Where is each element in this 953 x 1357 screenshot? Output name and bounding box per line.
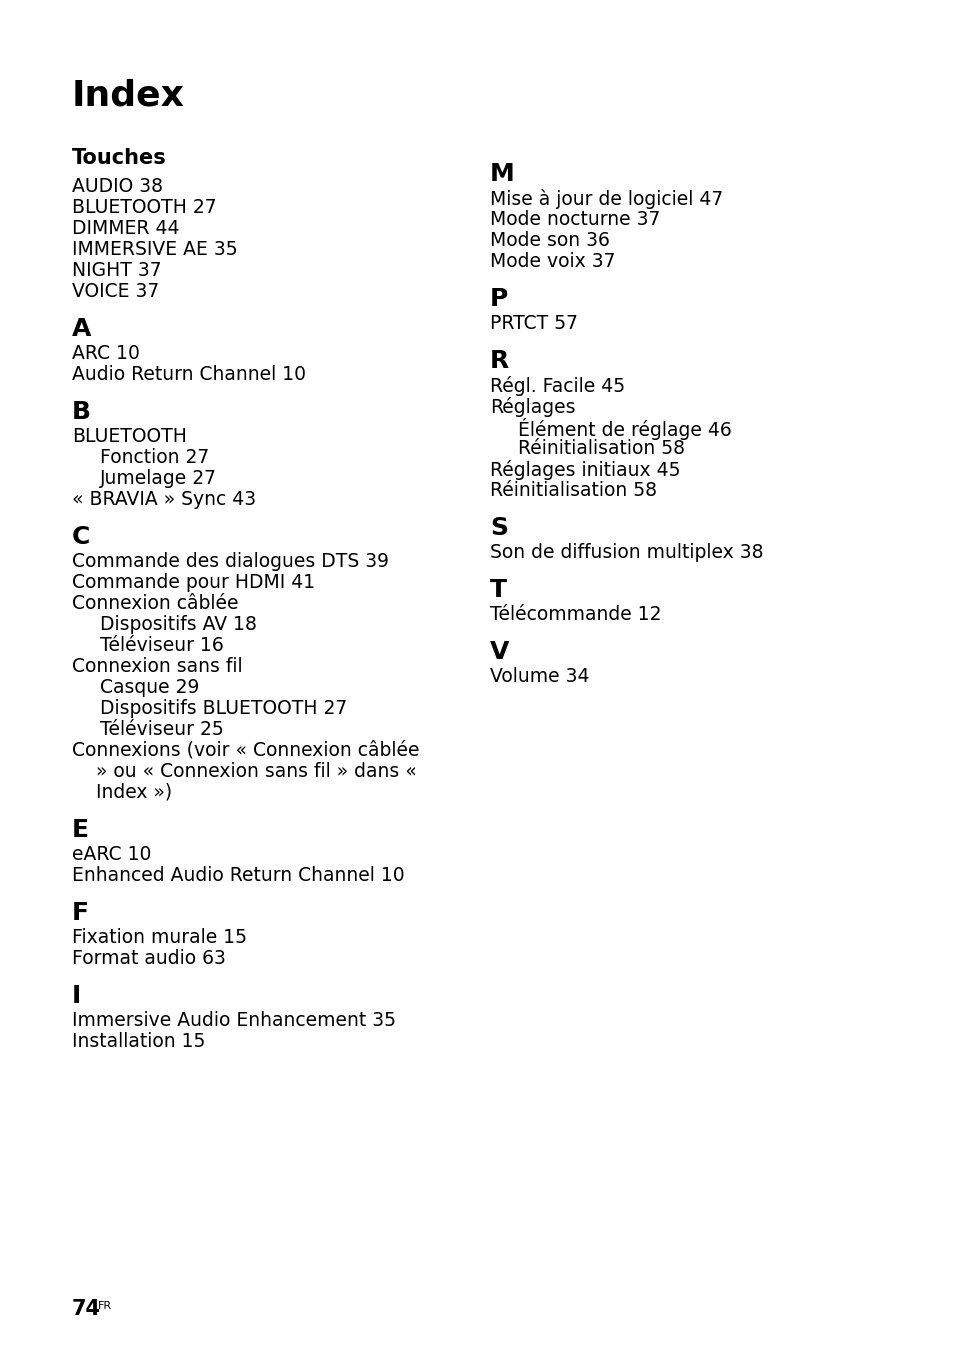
Text: F: F <box>71 901 89 925</box>
Text: Fonction 27: Fonction 27 <box>100 448 209 467</box>
Text: Dispositifs AV 18: Dispositifs AV 18 <box>100 615 256 634</box>
Text: Réinitialisation 58: Réinitialisation 58 <box>490 480 657 499</box>
Text: Mise à jour de logiciel 47: Mise à jour de logiciel 47 <box>490 189 722 209</box>
Text: Téléviseur 16: Téléviseur 16 <box>100 636 224 655</box>
Text: Jumelage 27: Jumelage 27 <box>100 470 216 489</box>
Text: FR: FR <box>98 1301 112 1311</box>
Text: BLUETOOTH: BLUETOOTH <box>71 427 187 446</box>
Text: Commande pour HDMI 41: Commande pour HDMI 41 <box>71 573 314 592</box>
Text: R: R <box>490 349 509 373</box>
Text: Fixation murale 15: Fixation murale 15 <box>71 928 247 947</box>
Text: S: S <box>490 516 507 540</box>
Text: NIGHT 37: NIGHT 37 <box>71 261 161 280</box>
Text: 74: 74 <box>71 1299 101 1319</box>
Text: Dispositifs BLUETOOTH 27: Dispositifs BLUETOOTH 27 <box>100 699 347 718</box>
Text: Téléviseur 25: Téléviseur 25 <box>100 721 224 740</box>
Text: Enhanced Audio Return Channel 10: Enhanced Audio Return Channel 10 <box>71 866 404 885</box>
Text: Index »): Index ») <box>71 783 172 802</box>
Text: Réglages: Réglages <box>490 398 575 417</box>
Text: Réinitialisation 58: Réinitialisation 58 <box>517 440 684 459</box>
Text: Audio Return Channel 10: Audio Return Channel 10 <box>71 365 306 384</box>
Text: BLUETOOTH 27: BLUETOOTH 27 <box>71 198 216 217</box>
Text: Son de diffusion multiplex 38: Son de diffusion multiplex 38 <box>490 543 762 562</box>
Text: ARC 10: ARC 10 <box>71 345 140 364</box>
Text: E: E <box>71 818 89 841</box>
Text: Installation 15: Installation 15 <box>71 1033 205 1052</box>
Text: Mode voix 37: Mode voix 37 <box>490 252 615 271</box>
Text: AUDIO 38: AUDIO 38 <box>71 176 163 195</box>
Text: Format audio 63: Format audio 63 <box>71 949 226 968</box>
Text: A: A <box>71 318 91 341</box>
Text: Volume 34: Volume 34 <box>490 668 589 687</box>
Text: » ou « Connexion sans fil » dans «: » ou « Connexion sans fil » dans « <box>71 763 416 782</box>
Text: eARC 10: eARC 10 <box>71 845 152 864</box>
Text: Index: Index <box>71 77 185 113</box>
Text: Mode son 36: Mode son 36 <box>490 231 609 250</box>
Text: DIMMER 44: DIMMER 44 <box>71 218 179 237</box>
Text: Connexion câblée: Connexion câblée <box>71 594 238 613</box>
Text: Commande des dialogues DTS 39: Commande des dialogues DTS 39 <box>71 552 389 571</box>
Text: V: V <box>490 641 509 664</box>
Text: I: I <box>71 984 81 1008</box>
Text: Mode nocturne 37: Mode nocturne 37 <box>490 210 659 229</box>
Text: PRTCT 57: PRTCT 57 <box>490 313 578 332</box>
Text: C: C <box>71 525 91 550</box>
Text: T: T <box>490 578 506 603</box>
Text: Élément de réglage 46: Élément de réglage 46 <box>517 418 731 440</box>
Text: Réglages initiaux 45: Réglages initiaux 45 <box>490 460 679 480</box>
Text: « BRAVIA » Sync 43: « BRAVIA » Sync 43 <box>71 490 255 509</box>
Text: VOICE 37: VOICE 37 <box>71 282 159 301</box>
Text: Casque 29: Casque 29 <box>100 678 199 697</box>
Text: Régl. Facile 45: Régl. Facile 45 <box>490 376 624 396</box>
Text: IMMERSIVE AE 35: IMMERSIVE AE 35 <box>71 240 237 259</box>
Text: Immersive Audio Enhancement 35: Immersive Audio Enhancement 35 <box>71 1011 395 1030</box>
Text: Connexions (voir « Connexion câblée: Connexions (voir « Connexion câblée <box>71 741 419 760</box>
Text: Télécommande 12: Télécommande 12 <box>490 605 660 624</box>
Text: Connexion sans fil: Connexion sans fil <box>71 657 242 676</box>
Text: P: P <box>490 286 508 311</box>
Text: B: B <box>71 400 91 423</box>
Text: M: M <box>490 161 515 186</box>
Text: Touches: Touches <box>71 148 167 168</box>
